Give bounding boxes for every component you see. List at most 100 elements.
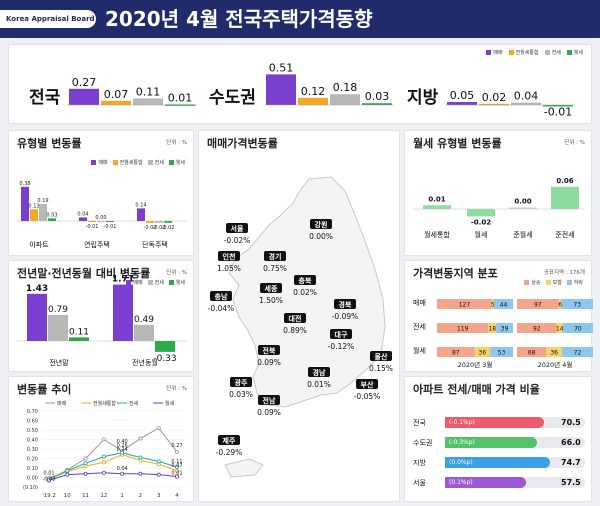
monthly-rent-unit: 단위 : % [564, 140, 585, 146]
map-region-name: 부산 [361, 380, 374, 389]
summary-value: 0.07 [104, 88, 129, 101]
map-region-value: 0.15% [369, 364, 393, 373]
ratio-value: 70.5 [561, 418, 581, 427]
trend-xtick: 12 [100, 493, 107, 499]
legend-swatch [545, 280, 551, 285]
dist-segment [494, 299, 513, 309]
trend-point [174, 449, 179, 454]
trend-point [101, 437, 106, 442]
summary-bar [362, 103, 392, 105]
type-bar [39, 203, 47, 221]
yearly-value: -0.33 [153, 354, 176, 364]
rent-bar [467, 209, 495, 217]
legend-item: 전세 [544, 49, 561, 56]
trend-legend-label: 전월세통합 [93, 400, 116, 407]
dist-segment [546, 347, 562, 357]
dist-value: 119 [457, 326, 469, 333]
map-region-value: 1.50% [259, 296, 283, 305]
trend-data-label: 0.04 [117, 466, 128, 472]
dist-row-label: 월세 [413, 346, 426, 355]
legend-item: 보합 [545, 279, 562, 286]
trend-ytick: 0.60 [27, 419, 38, 425]
summary-value: 0.27 [72, 76, 97, 89]
type-category: 단독주택 [142, 240, 168, 249]
yearly-bar [134, 324, 154, 341]
rent-bar [423, 205, 451, 209]
dist-value: 14 [556, 326, 564, 333]
ratio-value: 57.5 [561, 478, 581, 487]
distribution-panel: 가격변동지역 분포 공표지역 : 176개 매매 127 5 44 97 6 73 전세 119… [404, 260, 593, 372]
legend-item: 월세 [168, 279, 185, 286]
logo: Korea Appraisal Board [0, 10, 96, 28]
dist-value: 73 [573, 302, 581, 309]
yearly-value: 0.49 [134, 315, 154, 325]
monthly-rent-chart: 0.01 월세통합 -0.02 월세 0.00 준월세 0.06 준전세 [413, 177, 585, 239]
yearly-bar [155, 341, 175, 352]
trend-line [48, 454, 178, 480]
trend-point [101, 454, 106, 459]
ratio-row-label: 지방 [413, 459, 426, 467]
ratio-title: 아파트 전세/매매 가격 비율 [413, 383, 540, 396]
rent-value: 0.01 [428, 195, 445, 203]
yearly-bar [69, 337, 89, 341]
type-value: -0.02 [144, 225, 157, 231]
trend-ytick: 0.70 [27, 409, 38, 415]
header-bar [0, 0, 600, 38]
distribution-chart: 매매 127 5 44 97 6 73 전세 119 18 39 92 14 70 월세 87 36 53 68 36… [413, 299, 593, 369]
dist-segment [490, 347, 513, 357]
ratio-change: (-0.3%p) [449, 439, 475, 446]
legend-swatch [524, 280, 530, 285]
chart-legend: 상승 보합 하락 [524, 279, 583, 286]
rent-bar [509, 207, 537, 209]
map-region-name: 서울 [231, 224, 244, 233]
dist-segment [488, 323, 497, 333]
trend-point [138, 455, 143, 460]
ratio-change: (0.0%p) [449, 459, 473, 466]
summary-value: 0.05 [450, 89, 475, 102]
map-region-name: 전북 [263, 346, 276, 355]
type-value: 0.03 [46, 212, 57, 218]
ratio-chart: 전국 (-0.1%p) 70.5 수도권 (-0.3%p) 66.0 지방 (0.0%p) 74… [405, 377, 593, 503]
trend-panel: 변동률 추이 단위 : % 매매 전월세통합 전세 월세 0.70 0.60 0.50 0.4… [8, 376, 194, 502]
ratio-change: (-0.1%p) [449, 419, 475, 426]
dist-row-label: 전세 [413, 322, 426, 331]
type-value: -0.02 [162, 225, 175, 231]
map-region-name: 경남 [313, 368, 326, 377]
trend-xtick: 10 [64, 493, 71, 499]
legend-swatch [168, 280, 174, 285]
trend-ytick: (0.10) [23, 485, 38, 491]
summary-bar [266, 74, 296, 105]
dist-value: 97 [534, 302, 542, 309]
map-region-value: 0.09% [257, 358, 281, 367]
dist-period: 2020년 4월 [538, 360, 573, 369]
dist-segment [517, 323, 557, 333]
yearly-value: 0.79 [48, 305, 68, 315]
dist-value: 92 [533, 326, 541, 333]
ratio-bar [445, 417, 544, 428]
yearly-bar [27, 293, 47, 341]
legend-label: 월세 [175, 160, 185, 166]
yearly-category: 전년말 [49, 358, 69, 367]
legend-swatch [544, 50, 550, 55]
legend-item: 전세 [147, 159, 164, 166]
summary-bar [447, 102, 477, 105]
trend-data-label: 0.11 [171, 459, 182, 465]
dist-value: 44 [500, 302, 508, 309]
yearly-bar [113, 284, 133, 341]
dist-value: 6 [558, 302, 562, 309]
type-category: 연립주택 [84, 240, 110, 249]
legend-label: 월세 [175, 280, 185, 286]
type-bar [106, 221, 114, 222]
type-bar [48, 218, 56, 221]
chart-legend: 매매 전월세통합 전세 월세 [91, 159, 185, 166]
trend-xtick: 1 [120, 493, 124, 499]
map-panel: 매매가격변동률 서울 -0.02% 강원 0.00% 인천 1.05% 경기 0.75% 충남 -… [198, 130, 400, 502]
type-value: 0.38 [19, 181, 30, 187]
dist-segment [558, 299, 562, 309]
trend-legend-label: 전세 [129, 400, 139, 407]
dist-value: 53 [498, 350, 506, 357]
map-region-badge [294, 275, 316, 285]
legend-swatch [566, 280, 572, 285]
trend-xtick: 4 [175, 493, 179, 499]
ratio-panel: 아파트 전세/매매 가격 비율 전국 (-0.1%p) 70.5 수도권 (-0.3%p… [404, 376, 592, 502]
